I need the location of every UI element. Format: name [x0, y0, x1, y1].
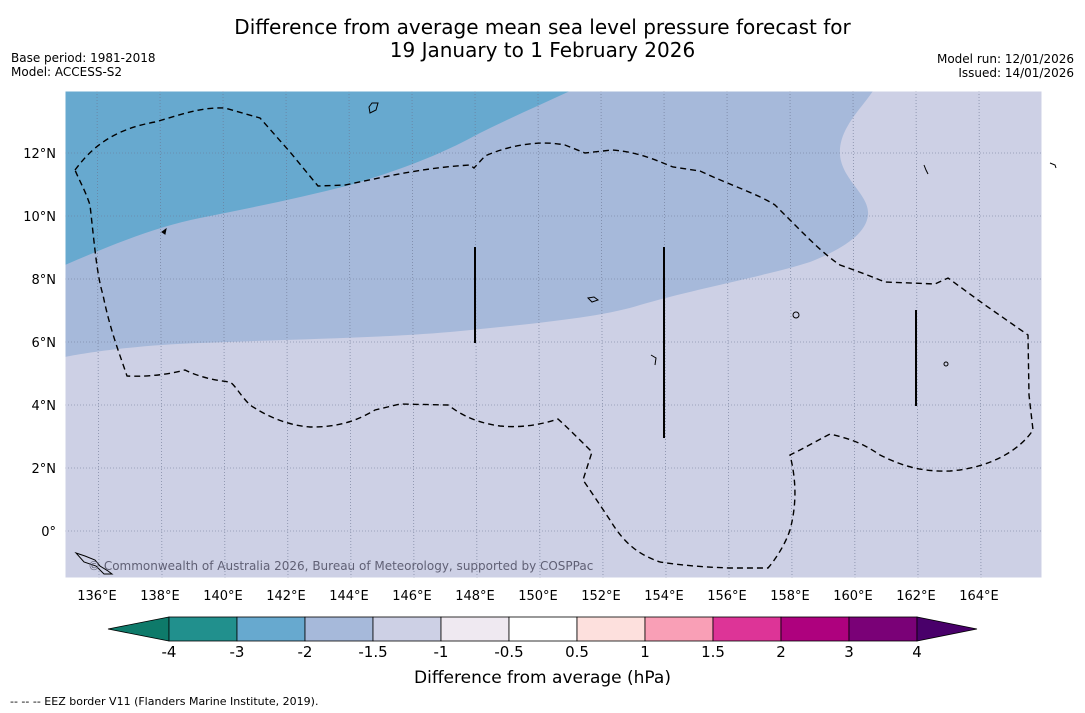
colorbar-tick-label: 1.5 — [701, 643, 725, 661]
latitude-tick-label: 10°N — [23, 210, 56, 225]
marker-lines — [474, 247, 917, 438]
longitude-tick-label: 136°E — [77, 589, 117, 604]
latitude-tick-label: 6°N — [32, 336, 57, 351]
colorbar-title: Difference from average (hPa) — [414, 668, 671, 688]
longitude-tick-label: 158°E — [770, 589, 810, 604]
issued-date: Issued: 14/01/2026 — [958, 66, 1074, 80]
meridian-line — [789, 90, 793, 579]
anomaly-fields — [65, 91, 1042, 578]
colorbar-swatch — [304, 616, 374, 642]
longitude-tick-label: 146°E — [392, 589, 432, 604]
colorbar-min-arrow — [107, 616, 170, 642]
colorbar-tick-label: 2 — [776, 643, 786, 661]
colorbar-swatch — [440, 616, 510, 642]
longitude-tick-label: 156°E — [707, 589, 747, 604]
meridian-line — [600, 90, 604, 579]
longitude-tick-label: 150°E — [518, 589, 558, 604]
colorbar-tick-label: 1 — [640, 643, 650, 661]
colorbar-swatch — [644, 616, 714, 642]
colorbar-tick-label: 3 — [844, 643, 854, 661]
colorbar-swatch — [236, 616, 306, 642]
graticule — [65, 90, 1042, 579]
model-name: Model: ACCESS-S2 — [11, 65, 123, 79]
meridian-line — [285, 90, 289, 579]
eez-footnote: -- -- -- EEZ border V11 (Flanders Marine… — [10, 695, 319, 708]
map-title-line1: Difference from average mean sea level p… — [234, 15, 851, 39]
colorbar-tick-label: 4 — [912, 643, 922, 661]
colorbar-tick-label: -1.5 — [358, 643, 388, 661]
colorbar-swatch — [712, 616, 782, 642]
longitude-tick-label: 152°E — [581, 589, 621, 604]
longitude-tick-label: 140°E — [203, 589, 243, 604]
colorbar-tick-label: -4 — [161, 643, 177, 661]
colorbar-swatch — [780, 616, 850, 642]
colorbar-swatch — [508, 616, 578, 642]
meridian-line — [726, 90, 730, 579]
meridian-line — [222, 90, 226, 579]
colorbar-max-arrow — [916, 616, 978, 642]
longitude-tick-label: 162°E — [896, 589, 936, 604]
colorbar — [107, 616, 978, 642]
longitude-tick-label: 144°E — [329, 589, 369, 604]
islands — [74, 102, 1057, 575]
meridian-line — [348, 90, 352, 579]
model-run: Model run: 12/01/2026 — [936, 52, 1074, 66]
colorbar-tick-label: 0.5 — [565, 643, 589, 661]
base-period: Base period: 1981-2018 — [11, 51, 156, 65]
colorbar-swatch — [576, 616, 646, 642]
colorbar-tick-label: -0.5 — [494, 643, 524, 661]
longitude-tick-label: 138°E — [140, 589, 180, 604]
latitude-tick-label: 8°N — [32, 273, 57, 288]
colorbar-swatch — [372, 616, 442, 642]
latitude-labels: 12°N 10°N 8°N 6°N 4°N 2°N 0° — [23, 147, 56, 540]
longitude-tick-label: 142°E — [266, 589, 306, 604]
longitude-tick-label: 160°E — [833, 589, 873, 604]
longitude-tick-label: 154°E — [644, 589, 684, 604]
colorbar-tick-label: -1 — [433, 643, 449, 661]
colorbar-swatch — [848, 616, 918, 642]
colorbar-tick-label: -3 — [229, 643, 245, 661]
latitude-tick-label: 2°N — [32, 462, 57, 477]
meridian-line — [96, 90, 100, 579]
copyright-text: © Commonwealth of Australia 2026, Bureau… — [88, 559, 593, 573]
map-title-line2: 19 January to 1 February 2026 — [389, 38, 696, 62]
latitude-tick-label: 12°N — [23, 147, 56, 162]
longitude-tick-label: 148°E — [455, 589, 495, 604]
meridian-line — [159, 90, 163, 579]
latitude-tick-label: 4°N — [32, 399, 57, 414]
map-frame — [64, 90, 1043, 579]
longitude-labels: 136°E 138°E 140°E 142°E 144°E 146°E 148°E 150°E… — [77, 589, 999, 604]
meridian-line — [537, 90, 541, 579]
meridian-line — [411, 90, 415, 579]
colorbar-swatch — [168, 616, 238, 642]
latitude-tick-label: 0° — [41, 525, 56, 540]
longitude-tick-label: 164°E — [959, 589, 999, 604]
meridian-line — [852, 90, 856, 579]
colorbar-tick-label: -2 — [297, 643, 313, 661]
meridian-line — [978, 90, 982, 579]
